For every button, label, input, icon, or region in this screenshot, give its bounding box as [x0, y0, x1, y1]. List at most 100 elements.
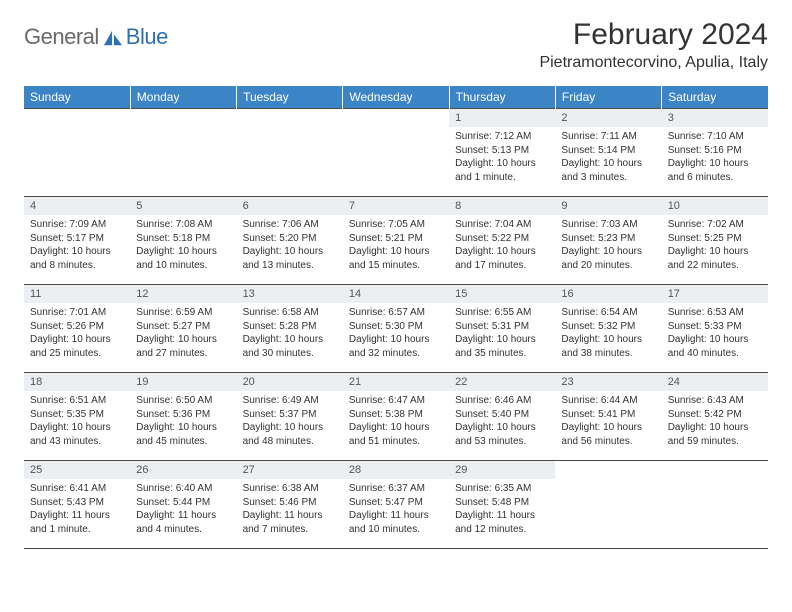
- calendar-row: 11Sunrise: 7:01 AMSunset: 5:26 PMDayligh…: [24, 285, 768, 373]
- calendar-cell: 0: [343, 109, 449, 197]
- calendar-cell: 15Sunrise: 6:55 AMSunset: 5:31 PMDayligh…: [449, 285, 555, 373]
- daylight-line: Daylight: 11 hours and 4 minutes.: [136, 509, 230, 536]
- sunset-line: Sunset: 5:25 PM: [668, 232, 762, 246]
- weekday-header-cell: Sunday: [24, 86, 130, 109]
- day-number: 19: [130, 373, 236, 391]
- sunrise-line: Sunrise: 6:58 AM: [243, 306, 337, 320]
- calendar-cell: 0: [130, 109, 236, 197]
- sunset-line: Sunset: 5:18 PM: [136, 232, 230, 246]
- calendar-cell: 0: [555, 461, 661, 549]
- daylight-line: Daylight: 10 hours and 27 minutes.: [136, 333, 230, 360]
- day-details: Sunrise: 7:08 AMSunset: 5:18 PMDaylight:…: [130, 215, 236, 276]
- calendar-cell: 6Sunrise: 7:06 AMSunset: 5:20 PMDaylight…: [237, 197, 343, 285]
- day-details: Sunrise: 6:37 AMSunset: 5:47 PMDaylight:…: [343, 479, 449, 540]
- daylight-line: Daylight: 10 hours and 20 minutes.: [561, 245, 655, 272]
- sunset-line: Sunset: 5:42 PM: [668, 408, 762, 422]
- calendar-cell: 9Sunrise: 7:03 AMSunset: 5:23 PMDaylight…: [555, 197, 661, 285]
- sunset-line: Sunset: 5:16 PM: [668, 144, 762, 158]
- sunset-line: Sunset: 5:46 PM: [243, 496, 337, 510]
- sunrise-line: Sunrise: 7:01 AM: [30, 306, 124, 320]
- day-details: Sunrise: 6:44 AMSunset: 5:41 PMDaylight:…: [555, 391, 661, 452]
- day-number: 14: [343, 285, 449, 303]
- daylight-line: Daylight: 10 hours and 53 minutes.: [455, 421, 549, 448]
- day-number: 28: [343, 461, 449, 479]
- calendar-cell: 14Sunrise: 6:57 AMSunset: 5:30 PMDayligh…: [343, 285, 449, 373]
- day-number: 1: [449, 109, 555, 127]
- day-number: 24: [662, 373, 768, 391]
- day-details: Sunrise: 6:55 AMSunset: 5:31 PMDaylight:…: [449, 303, 555, 364]
- sunset-line: Sunset: 5:27 PM: [136, 320, 230, 334]
- day-details: Sunrise: 6:35 AMSunset: 5:48 PMDaylight:…: [449, 479, 555, 540]
- daylight-line: Daylight: 10 hours and 59 minutes.: [668, 421, 762, 448]
- weekday-header-cell: Saturday: [662, 86, 768, 109]
- day-number: 20: [237, 373, 343, 391]
- day-number: 15: [449, 285, 555, 303]
- weekday-header-cell: Tuesday: [237, 86, 343, 109]
- sunset-line: Sunset: 5:14 PM: [561, 144, 655, 158]
- sunrise-line: Sunrise: 7:12 AM: [455, 130, 549, 144]
- sunset-line: Sunset: 5:23 PM: [561, 232, 655, 246]
- day-details: Sunrise: 7:12 AMSunset: 5:13 PMDaylight:…: [449, 127, 555, 188]
- day-number: 2: [555, 109, 661, 127]
- day-details: Sunrise: 6:54 AMSunset: 5:32 PMDaylight:…: [555, 303, 661, 364]
- calendar-cell: 20Sunrise: 6:49 AMSunset: 5:37 PMDayligh…: [237, 373, 343, 461]
- day-number: 6: [237, 197, 343, 215]
- daylight-line: Daylight: 11 hours and 1 minute.: [30, 509, 124, 536]
- sunset-line: Sunset: 5:30 PM: [349, 320, 443, 334]
- sunrise-line: Sunrise: 6:43 AM: [668, 394, 762, 408]
- calendar-row: 25Sunrise: 6:41 AMSunset: 5:43 PMDayligh…: [24, 461, 768, 549]
- day-details: Sunrise: 6:50 AMSunset: 5:36 PMDaylight:…: [130, 391, 236, 452]
- brand-text-blue: Blue: [126, 24, 168, 50]
- day-number: 3: [662, 109, 768, 127]
- calendar-cell: 12Sunrise: 6:59 AMSunset: 5:27 PMDayligh…: [130, 285, 236, 373]
- sunrise-line: Sunrise: 6:53 AM: [668, 306, 762, 320]
- sunrise-line: Sunrise: 6:51 AM: [30, 394, 124, 408]
- sunset-line: Sunset: 5:43 PM: [30, 496, 124, 510]
- calendar-body: 0 0 0 0 1Sunrise: 7:12 AMSunset: 5:13 PM…: [24, 109, 768, 549]
- calendar-cell: 7Sunrise: 7:05 AMSunset: 5:21 PMDaylight…: [343, 197, 449, 285]
- calendar-cell: 0: [237, 109, 343, 197]
- calendar-cell: 24Sunrise: 6:43 AMSunset: 5:42 PMDayligh…: [662, 373, 768, 461]
- day-details: Sunrise: 7:03 AMSunset: 5:23 PMDaylight:…: [555, 215, 661, 276]
- daylight-line: Daylight: 10 hours and 13 minutes.: [243, 245, 337, 272]
- sunrise-line: Sunrise: 6:37 AM: [349, 482, 443, 496]
- day-details: Sunrise: 7:02 AMSunset: 5:25 PMDaylight:…: [662, 215, 768, 276]
- calendar-cell: 29Sunrise: 6:35 AMSunset: 5:48 PMDayligh…: [449, 461, 555, 549]
- daylight-line: Daylight: 11 hours and 10 minutes.: [349, 509, 443, 536]
- sunset-line: Sunset: 5:21 PM: [349, 232, 443, 246]
- day-details: Sunrise: 6:51 AMSunset: 5:35 PMDaylight:…: [24, 391, 130, 452]
- sunrise-line: Sunrise: 6:59 AM: [136, 306, 230, 320]
- daylight-line: Daylight: 10 hours and 3 minutes.: [561, 157, 655, 184]
- day-details: Sunrise: 6:40 AMSunset: 5:44 PMDaylight:…: [130, 479, 236, 540]
- sunrise-line: Sunrise: 6:54 AM: [561, 306, 655, 320]
- weekday-header-cell: Monday: [130, 86, 236, 109]
- day-details: Sunrise: 7:04 AMSunset: 5:22 PMDaylight:…: [449, 215, 555, 276]
- calendar-cell: 16Sunrise: 6:54 AMSunset: 5:32 PMDayligh…: [555, 285, 661, 373]
- brand-text-general: General: [24, 24, 99, 50]
- day-details: Sunrise: 6:43 AMSunset: 5:42 PMDaylight:…: [662, 391, 768, 452]
- day-details: Sunrise: 7:09 AMSunset: 5:17 PMDaylight:…: [24, 215, 130, 276]
- sunrise-line: Sunrise: 6:41 AM: [30, 482, 124, 496]
- sunrise-line: Sunrise: 7:08 AM: [136, 218, 230, 232]
- sunrise-line: Sunrise: 6:35 AM: [455, 482, 549, 496]
- calendar-cell: 21Sunrise: 6:47 AMSunset: 5:38 PMDayligh…: [343, 373, 449, 461]
- day-number: 29: [449, 461, 555, 479]
- brand-logo: General Blue: [24, 24, 168, 50]
- day-details: Sunrise: 6:53 AMSunset: 5:33 PMDaylight:…: [662, 303, 768, 364]
- daylight-line: Daylight: 10 hours and 10 minutes.: [136, 245, 230, 272]
- day-number: 11: [24, 285, 130, 303]
- calendar-cell: 25Sunrise: 6:41 AMSunset: 5:43 PMDayligh…: [24, 461, 130, 549]
- day-number: 22: [449, 373, 555, 391]
- day-details: Sunrise: 6:46 AMSunset: 5:40 PMDaylight:…: [449, 391, 555, 452]
- day-number: 9: [555, 197, 661, 215]
- calendar-cell: 13Sunrise: 6:58 AMSunset: 5:28 PMDayligh…: [237, 285, 343, 373]
- sunset-line: Sunset: 5:47 PM: [349, 496, 443, 510]
- sunrise-line: Sunrise: 7:06 AM: [243, 218, 337, 232]
- daylight-line: Daylight: 10 hours and 25 minutes.: [30, 333, 124, 360]
- sunrise-line: Sunrise: 6:46 AM: [455, 394, 549, 408]
- daylight-line: Daylight: 10 hours and 32 minutes.: [349, 333, 443, 360]
- sunset-line: Sunset: 5:17 PM: [30, 232, 124, 246]
- calendar-cell: 8Sunrise: 7:04 AMSunset: 5:22 PMDaylight…: [449, 197, 555, 285]
- day-details: Sunrise: 7:11 AMSunset: 5:14 PMDaylight:…: [555, 127, 661, 188]
- sunrise-line: Sunrise: 6:40 AM: [136, 482, 230, 496]
